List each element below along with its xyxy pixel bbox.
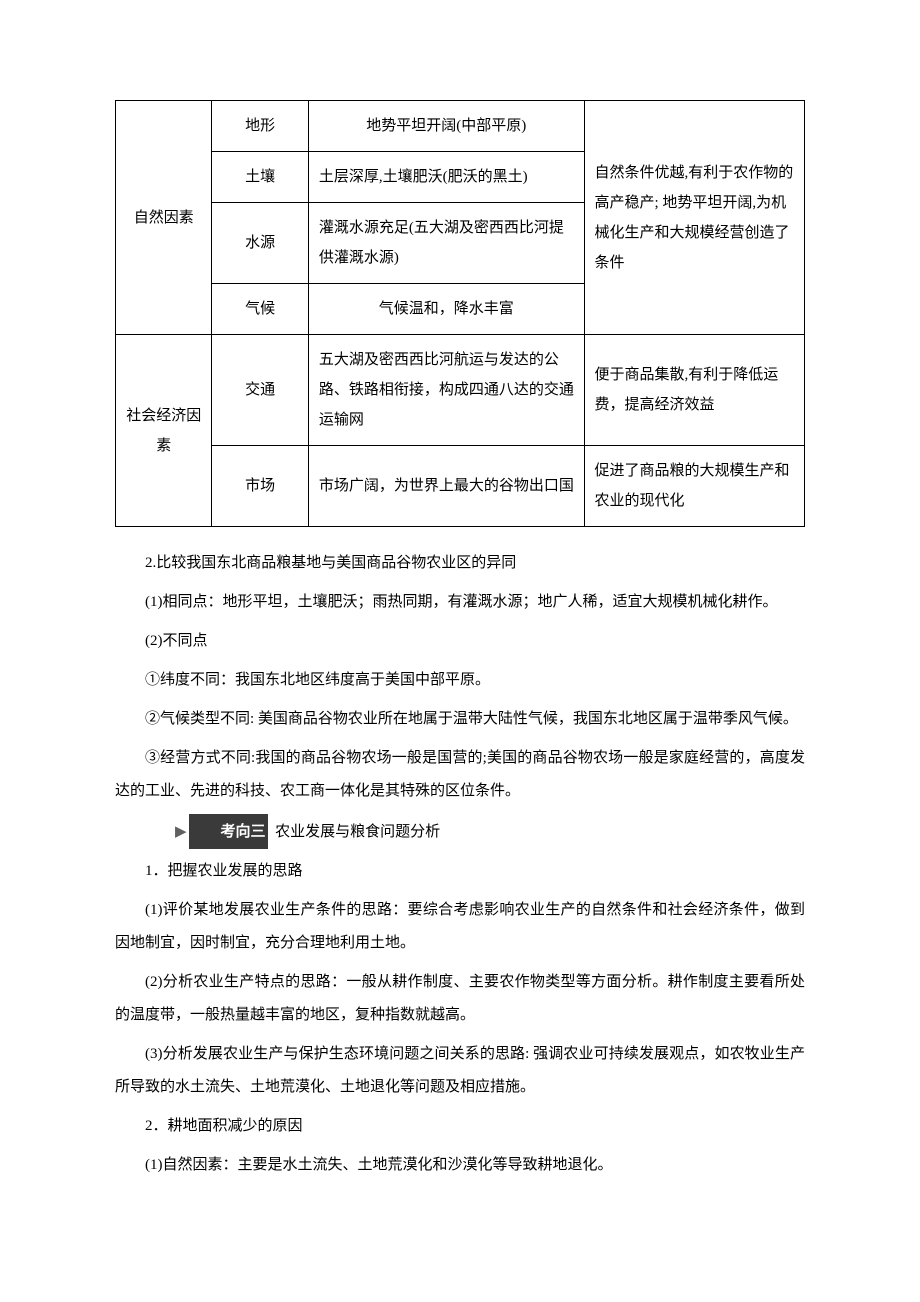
paragraph: (1)相同点：地形平坦，土壤肥沃；雨热同期，有灌溉水源；地广人稀，适宜大规模机械… — [115, 586, 805, 619]
paragraph: ③经营方式不同:我国的商品谷物农场一般是国营的;美国的商品谷物农场一般是家庭经营… — [115, 742, 805, 808]
cell-summary: 促进了商品粮的大规模生产和农业的现代化 — [584, 446, 805, 527]
cell-detail: 地势平坦开阔(中部平原) — [308, 101, 584, 152]
paragraph: 1．把握农业发展的思路 — [115, 855, 805, 888]
paragraph: 2．耕地面积减少的原因 — [115, 1110, 805, 1143]
cell-summary-natural: 自然条件优越,有利于农作物的高产稳产; 地势平坦开阔,为机械化生产和大规模经营创… — [584, 101, 805, 335]
section-heading: ▶考向三 农业发展与粮食问题分析 — [115, 814, 805, 849]
cell-group-natural: 自然因素 — [116, 101, 212, 335]
paragraph: (1)评价某地发展农业生产条件的思路：要综合考虑影响农业生产的自然条件和社会经济… — [115, 894, 805, 960]
paragraph: ①纬度不同：我国东北地区纬度高于美国中部平原。 — [115, 664, 805, 697]
table-row: 自然因素 地形 地势平坦开阔(中部平原) 自然条件优越,有利于农作物的高产稳产;… — [116, 101, 805, 152]
paragraph: (3)分析发展农业生产与保护生态环境问题之间关系的思路: 强调农业可持续发展观点… — [115, 1038, 805, 1104]
cell-factor: 地形 — [212, 101, 308, 152]
cell-factor: 市场 — [212, 446, 308, 527]
heading-title: 农业发展与粮食问题分析 — [275, 823, 440, 840]
cell-factor: 气候 — [212, 284, 308, 335]
cell-group-social: 社会经济因素 — [116, 335, 212, 527]
cell-detail: 气候温和，降水丰富 — [308, 284, 584, 335]
cell-detail: 土层深厚,土壤肥沃(肥沃的黑土) — [308, 152, 584, 203]
cell-factor: 交通 — [212, 335, 308, 446]
cell-factor: 土壤 — [212, 152, 308, 203]
paragraph: ②气候类型不同: 美国商品谷物农业所在地属于温带大陆性气候，我国东北地区属于温带… — [115, 703, 805, 736]
cell-summary: 便于商品集散,有利于降低运费，提高经济效益 — [584, 335, 805, 446]
factors-table: 自然因素 地形 地势平坦开阔(中部平原) 自然条件优越,有利于农作物的高产稳产;… — [115, 100, 805, 527]
arrow-icon: ▶ — [145, 816, 187, 849]
paragraph: (1)自然因素：主要是水土流失、土地荒漠化和沙漠化等导致耕地退化。 — [115, 1149, 805, 1182]
table-row: 市场 市场广阔，为世界上最大的谷物出口国 促进了商品粮的大规模生产和农业的现代化 — [116, 446, 805, 527]
cell-detail: 灌溉水源充足(五大湖及密西西比河提供灌溉水源) — [308, 203, 584, 284]
paragraph: (2)不同点 — [115, 625, 805, 658]
paragraph: 2.比较我国东北商品粮基地与美国商品谷物农业区的异同 — [115, 547, 805, 580]
paragraph: (2)分析农业生产特点的思路：一般从耕作制度、主要农作物类型等方面分析。耕作制度… — [115, 966, 805, 1032]
cell-factor: 水源 — [212, 203, 308, 284]
cell-detail: 市场广阔，为世界上最大的谷物出口国 — [308, 446, 584, 527]
cell-detail: 五大湖及密西西比河航运与发达的公路、铁路相衔接，构成四通八达的交通运输网 — [308, 335, 584, 446]
heading-box: 考向三 — [189, 814, 268, 849]
table-row: 社会经济因素 交通 五大湖及密西西比河航运与发达的公路、铁路相衔接，构成四通八达… — [116, 335, 805, 446]
